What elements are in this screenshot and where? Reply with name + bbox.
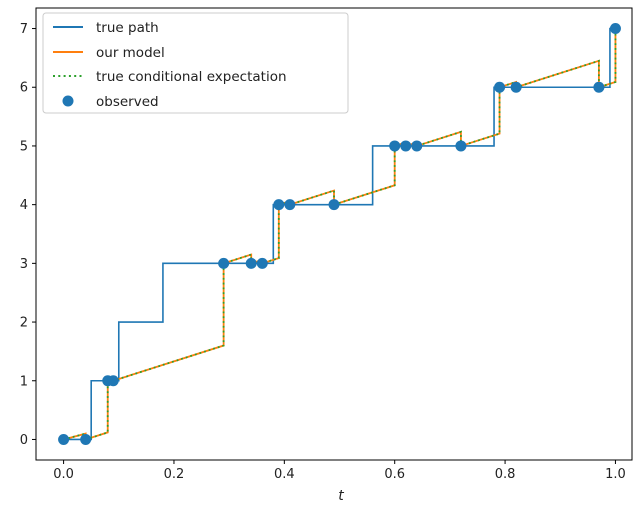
observed-point [609, 23, 621, 35]
observed-point [256, 257, 268, 269]
observed-point [510, 81, 522, 93]
x-tick-label: 0.8 [495, 467, 516, 482]
y-tick-label: 7 [20, 22, 28, 37]
y-tick-label: 0 [20, 433, 28, 448]
x-tick-label: 1.0 [605, 467, 626, 482]
observed-point [494, 81, 506, 93]
x-tick-label: 0.0 [53, 467, 74, 482]
y-tick-label: 3 [20, 257, 28, 272]
x-tick-label: 0.6 [384, 467, 405, 482]
observed-point [389, 140, 401, 152]
legend-label-true-conditional: true conditional expectation [96, 69, 287, 85]
observed-point [593, 81, 605, 93]
observed-point [284, 199, 296, 211]
legend-label-our-model: our model [96, 45, 165, 61]
observed-point [400, 140, 412, 152]
observed-point [245, 257, 257, 269]
observed-point [455, 140, 467, 152]
observed-point [273, 199, 285, 211]
observed-point [80, 433, 92, 445]
y-tick-label: 5 [20, 139, 28, 154]
series-layer [58, 23, 621, 445]
y-tick-label: 6 [20, 81, 28, 96]
observed-point [411, 140, 423, 152]
legend-label-true-path: true path [96, 20, 159, 36]
y-tick-label: 1 [20, 374, 28, 389]
legend-box [42, 12, 349, 114]
x-axis-label: t [338, 488, 344, 504]
y-tick-label: 2 [20, 316, 28, 331]
observed-point [328, 199, 340, 211]
observed-point [218, 257, 230, 269]
y-tick-label: 4 [20, 198, 28, 213]
legend-label-observed: observed [96, 94, 159, 110]
observed-point [58, 433, 70, 445]
legend: true path our model true conditional exp… [42, 12, 349, 114]
legend-swatch-observed [62, 95, 74, 107]
plot-frame [35, 7, 633, 461]
observed-point [107, 375, 119, 387]
tick-layer: 0.0 0.2 0.4 0.6 0.8 1.0 0 1 2 3 4 5 6 7 [20, 22, 626, 482]
x-tick-label: 0.2 [164, 467, 185, 482]
x-tick-label: 0.4 [274, 467, 295, 482]
